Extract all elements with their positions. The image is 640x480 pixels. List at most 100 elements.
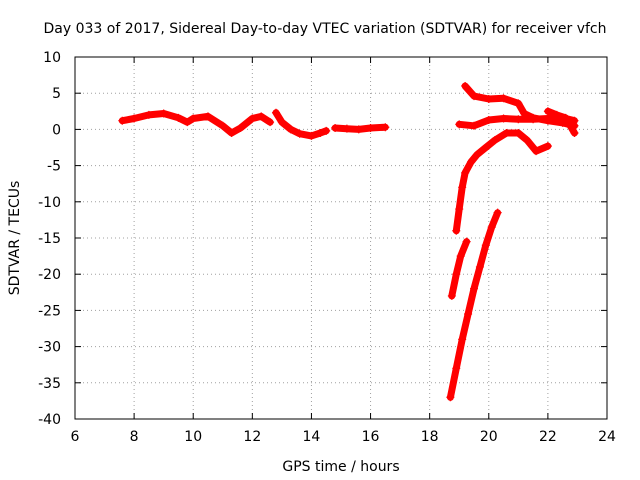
- data-point: [470, 92, 478, 101]
- data-point: [490, 136, 499, 145]
- series-line: [461, 82, 578, 130]
- data-point: [456, 252, 465, 261]
- y-tick-label: -30: [38, 340, 61, 356]
- data-point: [322, 126, 331, 135]
- data-point: [331, 123, 340, 132]
- series-line: [448, 238, 471, 300]
- x-tick-label: 12: [243, 429, 261, 445]
- series-trace-evening-rise: [452, 129, 552, 235]
- data-point: [514, 99, 523, 108]
- data-point: [484, 115, 493, 124]
- x-tick-label: 6: [71, 429, 80, 445]
- data-point: [183, 118, 192, 127]
- series-trace-afternoon: [331, 123, 390, 134]
- data-point: [570, 116, 579, 125]
- data-point: [381, 123, 390, 132]
- data-point: [248, 114, 257, 123]
- data-point: [461, 81, 470, 90]
- data-point: [464, 310, 473, 319]
- data-point: [529, 115, 538, 124]
- data-point: [470, 284, 478, 293]
- data-point: [204, 112, 212, 121]
- data-point: [236, 123, 245, 132]
- data-series: [118, 81, 579, 402]
- data-point: [487, 223, 496, 232]
- axis-ticks: 6 8 10 12 14 16 18 20 22 24 -40 -35 -30 -25 -20 -15 -10 -…: [38, 50, 616, 445]
- data-point: [455, 205, 464, 214]
- data-point: [532, 147, 541, 156]
- data-point: [354, 125, 363, 134]
- y-tick-label: -5: [47, 159, 61, 175]
- data-point: [458, 335, 467, 344]
- data-point: [561, 113, 570, 122]
- data-point: [447, 291, 456, 300]
- x-tick-label: 18: [421, 429, 439, 445]
- data-point: [475, 262, 484, 271]
- series-trace-morning: [118, 109, 275, 138]
- series-line: [452, 129, 552, 235]
- data-point: [481, 143, 490, 152]
- data-point: [472, 150, 481, 159]
- data-point: [455, 120, 464, 129]
- y-axis-label: SDTVAR / TECUs: [7, 181, 23, 296]
- series-trace-dip-b: [446, 208, 502, 402]
- y-tick-label: 10: [43, 50, 61, 66]
- data-point: [130, 114, 139, 123]
- data-point: [316, 129, 325, 138]
- series-line: [118, 110, 274, 137]
- data-point: [446, 393, 455, 402]
- x-tick-label: 8: [130, 429, 139, 445]
- series-trace-midday: [271, 108, 331, 140]
- data-point: [499, 114, 508, 123]
- data-point: [452, 364, 461, 373]
- data-point: [342, 124, 351, 133]
- y-tick-label: -20: [38, 267, 61, 283]
- data-point: [543, 114, 552, 123]
- data-point: [277, 118, 286, 127]
- data-point: [552, 110, 561, 119]
- data-point: [189, 114, 198, 123]
- data-point: [514, 115, 523, 124]
- data-point: [266, 118, 275, 127]
- data-point: [458, 183, 467, 192]
- data-point: [227, 129, 236, 138]
- data-point: [286, 125, 295, 134]
- data-point: [470, 121, 478, 130]
- y-tick-label: 5: [52, 86, 61, 102]
- data-point: [481, 241, 490, 250]
- y-tick-label: -40: [38, 412, 61, 428]
- data-point: [118, 116, 127, 125]
- chart-title: Day 033 of 2017, Sidereal Day-to-day VTE…: [43, 21, 606, 37]
- data-point: [543, 142, 552, 151]
- data-point: [452, 226, 461, 235]
- data-point: [159, 109, 168, 118]
- x-tick-label: 16: [362, 429, 380, 445]
- data-point: [271, 108, 280, 117]
- data-point: [467, 157, 476, 166]
- y-tick-label: -35: [38, 376, 61, 392]
- y-tick-label: -10: [38, 195, 61, 211]
- data-point: [462, 237, 471, 246]
- data-point: [570, 129, 579, 138]
- data-point: [307, 131, 316, 140]
- x-axis-label: GPS time / hours: [282, 459, 399, 475]
- data-point: [493, 208, 502, 217]
- data-point: [543, 107, 552, 116]
- x-tick-label: 10: [184, 429, 202, 445]
- data-point: [366, 123, 375, 132]
- data-point: [295, 129, 304, 138]
- data-point: [502, 129, 511, 138]
- data-point: [218, 121, 227, 130]
- y-tick-label: 0: [52, 122, 61, 138]
- data-point: [514, 129, 523, 138]
- x-tick-label: 22: [539, 429, 557, 445]
- data-point: [174, 113, 183, 122]
- data-point: [257, 112, 266, 121]
- data-point: [452, 270, 461, 279]
- series-line: [446, 209, 502, 401]
- y-tick-label: -15: [38, 231, 61, 247]
- x-tick-label: 14: [303, 429, 321, 445]
- data-point: [523, 136, 532, 145]
- x-tick-label: 20: [480, 429, 498, 445]
